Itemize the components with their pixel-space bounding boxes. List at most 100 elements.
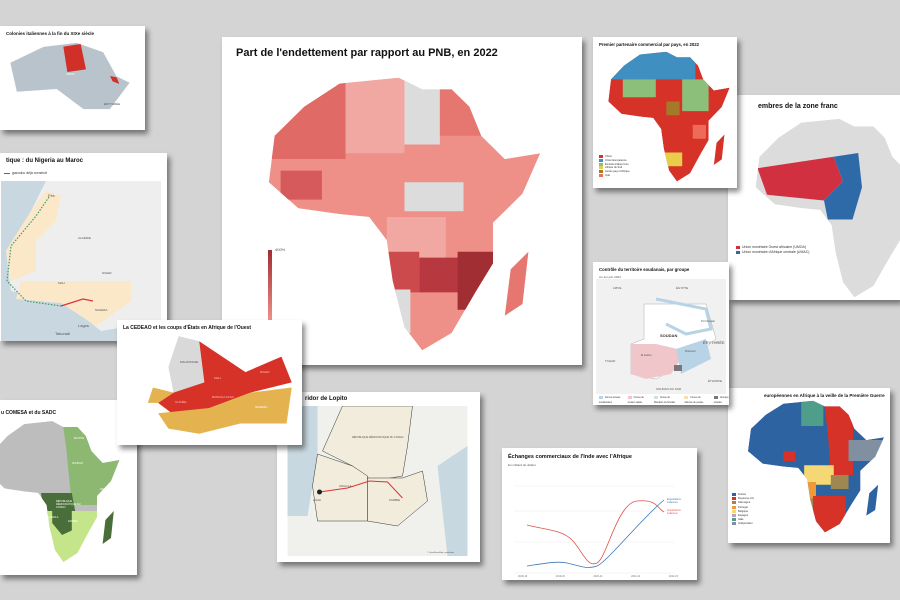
label-egypte: ÉGYPTE bbox=[74, 437, 85, 440]
card-title: Part de l'endettement par rapport au PNB… bbox=[236, 47, 498, 59]
card-subtitle: En milliard de dollars bbox=[508, 463, 536, 467]
legend-item: Union monétaire d'Afrique centrale (UMAC… bbox=[736, 250, 809, 255]
legend-item: Allemagne bbox=[732, 501, 754, 505]
legend-item: Indépendant bbox=[732, 522, 754, 526]
card-title: européennes en Afrique à la veille de la… bbox=[764, 393, 885, 398]
card-european-colonies[interactable]: européennes en Afrique à la veille de la… bbox=[728, 388, 890, 543]
legend-label: Royaume-Uni bbox=[738, 497, 754, 501]
legend: gazoduc déjà construit bbox=[4, 171, 47, 176]
label-nigeria: NIGERIA bbox=[255, 405, 268, 409]
legend-label: Italie bbox=[738, 518, 744, 522]
map-pipeline bbox=[1, 181, 161, 341]
legend-item: Espagne bbox=[732, 513, 754, 518]
label-el-fasher: El Fasher bbox=[641, 354, 652, 357]
label-niger: NIGER bbox=[260, 370, 270, 374]
card-italian-colonies[interactable]: Colonies italiennes à la fin du XIXe siè… bbox=[0, 26, 145, 130]
card-title: Colonies italiennes à la fin du XIXe siè… bbox=[6, 31, 95, 36]
card-india-trade[interactable]: Échanges commerciaux de l'Inde avec l'Af… bbox=[502, 448, 697, 580]
legend-swatch bbox=[732, 513, 736, 517]
map-debt bbox=[268, 77, 541, 351]
legend-swatch bbox=[732, 505, 736, 509]
legend-swatch bbox=[732, 493, 736, 496]
legend-swatch bbox=[713, 396, 718, 399]
legend-item: Forces armées soudanaises bbox=[599, 396, 622, 405]
label-niger: NIGER bbox=[102, 271, 112, 275]
x-tick: 2020-21 bbox=[593, 575, 603, 578]
map-credit: © OpenStreetMap contributors bbox=[427, 552, 455, 554]
legend-item: Émirats Arabes Unis bbox=[599, 162, 630, 167]
legend-label: Groupes rebelles bbox=[713, 397, 729, 405]
x-tick: 2018-19 bbox=[518, 575, 528, 578]
label-mali: MALI bbox=[214, 376, 222, 380]
label-libye: LIBYE bbox=[66, 72, 75, 76]
map-cedeao bbox=[147, 336, 292, 434]
legend-swatch bbox=[653, 396, 658, 399]
card-trade-partner[interactable]: Premier partenaire commercial par pays, … bbox=[593, 37, 737, 188]
label-khartoum: Khartoum bbox=[685, 350, 696, 353]
card-sudan-control[interactable]: Contrôle du territoire soudanais, par gr… bbox=[593, 262, 729, 405]
label-soudan: SOUDAN bbox=[72, 462, 83, 465]
card-subtitle: Au 1er juin 2024 bbox=[599, 275, 621, 279]
map-european-colonies bbox=[747, 400, 885, 533]
card-zone-franc[interactable]: embres de la zone franc Union monétaire … bbox=[728, 95, 900, 300]
label-takoradi: Takoradi bbox=[55, 331, 71, 336]
legend-item: Afrique du Sud bbox=[599, 166, 630, 170]
card-comesa-sadc[interactable]: u COMESA et du SADC RÉPUBLIQUE DÉMOCRATI… bbox=[0, 400, 137, 575]
card-title: Échanges commerciaux de l'Inde avec l'Af… bbox=[508, 454, 632, 460]
label-fes: Fès bbox=[48, 193, 55, 198]
legend: Forces armées soudanaises Forces de souti… bbox=[599, 396, 729, 405]
map-zone-franc bbox=[755, 118, 900, 298]
legend-item: Forces de soutien rapide bbox=[627, 396, 648, 405]
legend-swatch bbox=[732, 497, 736, 501]
label-soudan-du-sud: SOUDAN DU SUD bbox=[656, 387, 682, 391]
legend-item: Union monétaire Ouest africaine (UMOA) bbox=[736, 245, 809, 250]
label-rdc: RÉPUBLIQUE DÉMOCRATIQUE DU CONGO bbox=[352, 436, 404, 439]
card-title: embres de la zone franc bbox=[758, 103, 838, 110]
legend-label: Portugal bbox=[738, 505, 748, 509]
legend-item: Forces de défense du peuple bbox=[684, 396, 707, 405]
label-egypte: ÉGYPTE bbox=[676, 286, 689, 290]
legend-label: Forces de défense du peuple bbox=[684, 397, 704, 405]
label-angola: ANGOLA bbox=[339, 484, 352, 488]
x-axis-ticks: 2018-19 2019-20 2020-21 2021-22 2022-23 bbox=[518, 575, 678, 578]
color-scale-bar bbox=[268, 250, 272, 320]
legend-item: Autres pays d'Afrique bbox=[599, 170, 630, 174]
card-debt-map[interactable]: Part de l'endettement par rapport au PNB… bbox=[222, 37, 582, 365]
card-title: tique : du Nigeria au Maroc bbox=[6, 158, 84, 164]
legend-item: Armée de libération du Soudan bbox=[653, 396, 678, 405]
legend-swatch bbox=[732, 501, 736, 505]
label-ethiopie: ÉTHIOPIE bbox=[708, 379, 723, 383]
card-title: La CEDEAO et les coups d'États en Afriqu… bbox=[123, 325, 252, 331]
card-title: ridor de Lopito bbox=[305, 396, 348, 402]
legend-item: Groupes rebelles bbox=[713, 396, 729, 405]
card-title: Contrôle du territoire soudanais, par gr… bbox=[599, 267, 690, 272]
legend-label: Indépendant bbox=[738, 522, 753, 526]
legend-label: Belgique bbox=[738, 509, 749, 513]
legend-swatch bbox=[599, 396, 603, 399]
series-exports bbox=[526, 499, 665, 568]
label-libye: LIBYE bbox=[613, 286, 622, 290]
x-tick: 2022-23 bbox=[668, 575, 678, 578]
x-tick: 2021-22 bbox=[631, 575, 641, 578]
legend-label: France bbox=[738, 493, 747, 497]
legend: Union monétaire Ouest africaine (UMOA) U… bbox=[736, 245, 809, 255]
legend-swatch bbox=[627, 396, 632, 399]
legend-item: Inde bbox=[599, 173, 630, 178]
label-erythree: ÉRYTHRÉE bbox=[703, 340, 725, 345]
card-cedeao-coups[interactable]: La CEDEAO et les coups d'États en Afriqu… bbox=[117, 320, 302, 445]
label-lagos: Lagos bbox=[78, 323, 89, 328]
legend-swatch bbox=[684, 396, 689, 399]
legend-item: Portugal bbox=[732, 505, 754, 510]
label-algerie: ALGÉRIE bbox=[78, 236, 92, 240]
label-mauritanie: MAURITANIE bbox=[180, 360, 199, 364]
card-title: Premier partenaire commercial par pays, … bbox=[599, 42, 700, 47]
label-port-soudan: Port-Soudan bbox=[701, 320, 716, 323]
label-burkina: BURKINA FASO bbox=[212, 395, 235, 399]
map-italian-colonies bbox=[9, 42, 131, 110]
label-kenya: KENYA bbox=[100, 488, 109, 491]
legend-label: Armée de libération du Soudan bbox=[653, 397, 676, 405]
label-tchad: TCHAD bbox=[605, 359, 616, 363]
label-angola: ANGOLA bbox=[48, 516, 59, 519]
card-pipeline-nigeria-maroc[interactable]: tique : du Nigeria au Maroc gazoduc déjà… bbox=[0, 153, 167, 341]
card-lobito-corridor[interactable]: ridor de Lopito Lobito ANGOLA ZAMBIE RÉP… bbox=[277, 392, 480, 562]
